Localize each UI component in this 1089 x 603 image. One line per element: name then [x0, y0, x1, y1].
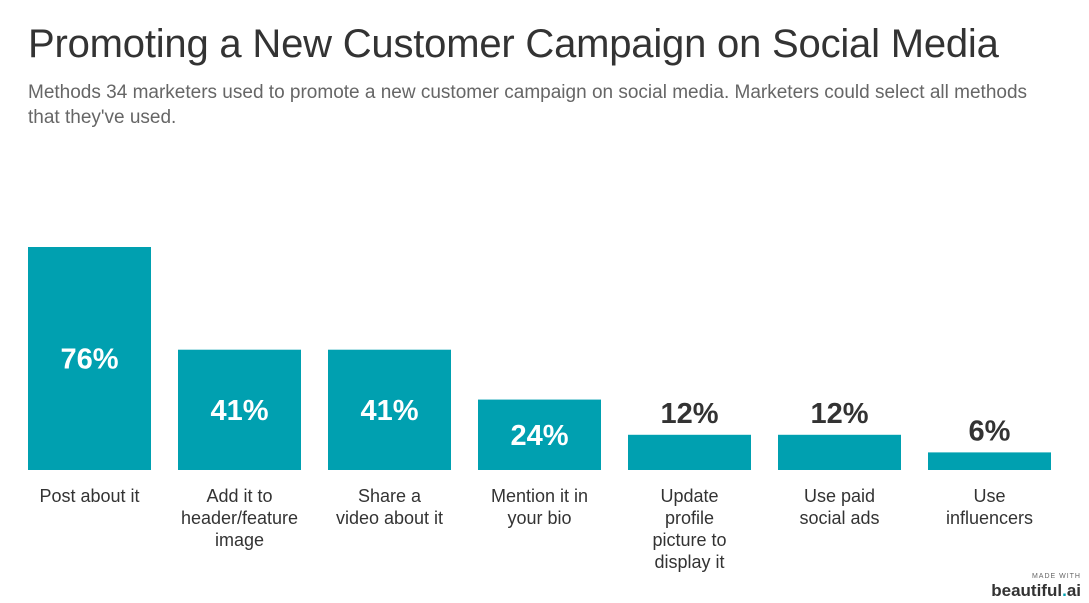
bar-value-label-6: 12% [810, 398, 868, 430]
bar-value-label-3: 41% [360, 395, 418, 427]
category-label-4: Mention it in your bio [491, 486, 588, 528]
bar-4 [478, 399, 601, 470]
bar-value-label-5: 12% [660, 398, 718, 430]
made-with-watermark[interactable]: MADE WITH beautiful.ai [991, 573, 1081, 601]
bar-value-label-4: 24% [510, 420, 568, 452]
bar-7 [928, 452, 1051, 470]
chart-title: Promoting a New Customer Campaign on Soc… [28, 22, 999, 66]
category-label-7: Use influencers [946, 486, 1033, 528]
bar-6 [778, 434, 901, 470]
brand-logo: beautiful.ai [991, 581, 1081, 600]
bar-value-label-2: 41% [210, 395, 268, 427]
category-label-3: Share a video about it [336, 486, 443, 528]
chart-subtitle: Methods 34 marketers used to promote a n… [28, 82, 1028, 128]
made-with-label: MADE WITH [1031, 573, 1081, 580]
category-label-5: Update profile picture to display it [652, 486, 726, 572]
bar-5 [628, 434, 751, 470]
category-label-6: Use paid social ads [799, 486, 879, 528]
bar-value-label-7: 6% [969, 415, 1011, 447]
bar-value-label-1: 76% [60, 344, 118, 376]
bar-2 [178, 349, 301, 470]
category-label-1: Post about it [39, 486, 139, 506]
bar-1 [28, 247, 151, 470]
bar-3 [328, 349, 451, 470]
category-label-2: Add it to header/feature image [181, 486, 298, 550]
